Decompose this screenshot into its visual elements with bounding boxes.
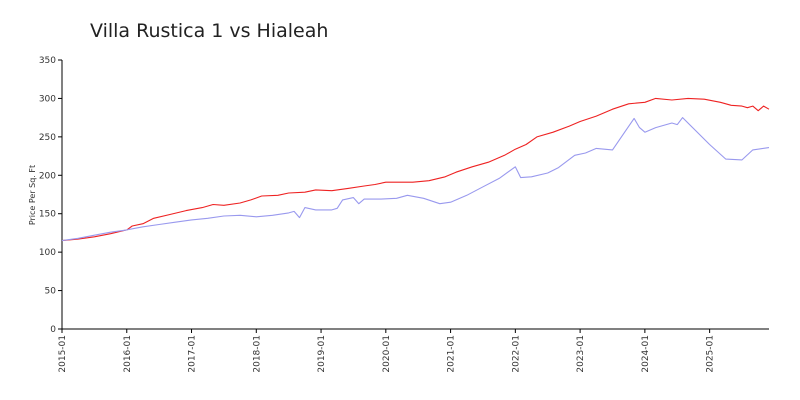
y-tick-label: 50 (45, 287, 57, 297)
y-tick-label: 250 (39, 133, 56, 143)
x-tick-label: 2016-01 (123, 335, 133, 373)
y-tick-label: 350 (39, 56, 56, 66)
x-tick-label: 2025-01 (706, 335, 716, 373)
x-tick-label: 2015-01 (58, 335, 68, 373)
x-tick-label: 2022-01 (511, 335, 521, 373)
y-tick-label: 0 (50, 325, 56, 335)
x-tick-label: 2021-01 (447, 335, 457, 373)
y-axis: 0 50 100 150 200 250 300 350 (39, 56, 63, 335)
series-layer (61, 97, 770, 242)
y-tick-label: 100 (39, 248, 56, 258)
y-tick-label: 300 (39, 94, 56, 104)
series-line-1 (61, 97, 770, 242)
x-tick-label: 2020-01 (382, 335, 392, 373)
chart-title: Villa Rustica 1 vs Hialeah (90, 20, 329, 42)
y-tick-label: 150 (39, 210, 56, 220)
x-tick-label: 2017-01 (188, 335, 198, 373)
series-line-2 (61, 117, 770, 242)
x-tick-label: 2024-01 (641, 335, 651, 373)
y-tick-label: 200 (39, 171, 56, 181)
x-tick-label: 2019-01 (317, 335, 327, 373)
x-tick-label: 2023-01 (576, 335, 586, 373)
y-axis-label: Price Per Sq. Ft (28, 165, 37, 225)
x-axis: 2015-01 2016-01 2017-01 2018-01 2019-01 2020-… (58, 328, 769, 373)
x-tick-label: 2018-01 (252, 335, 262, 373)
